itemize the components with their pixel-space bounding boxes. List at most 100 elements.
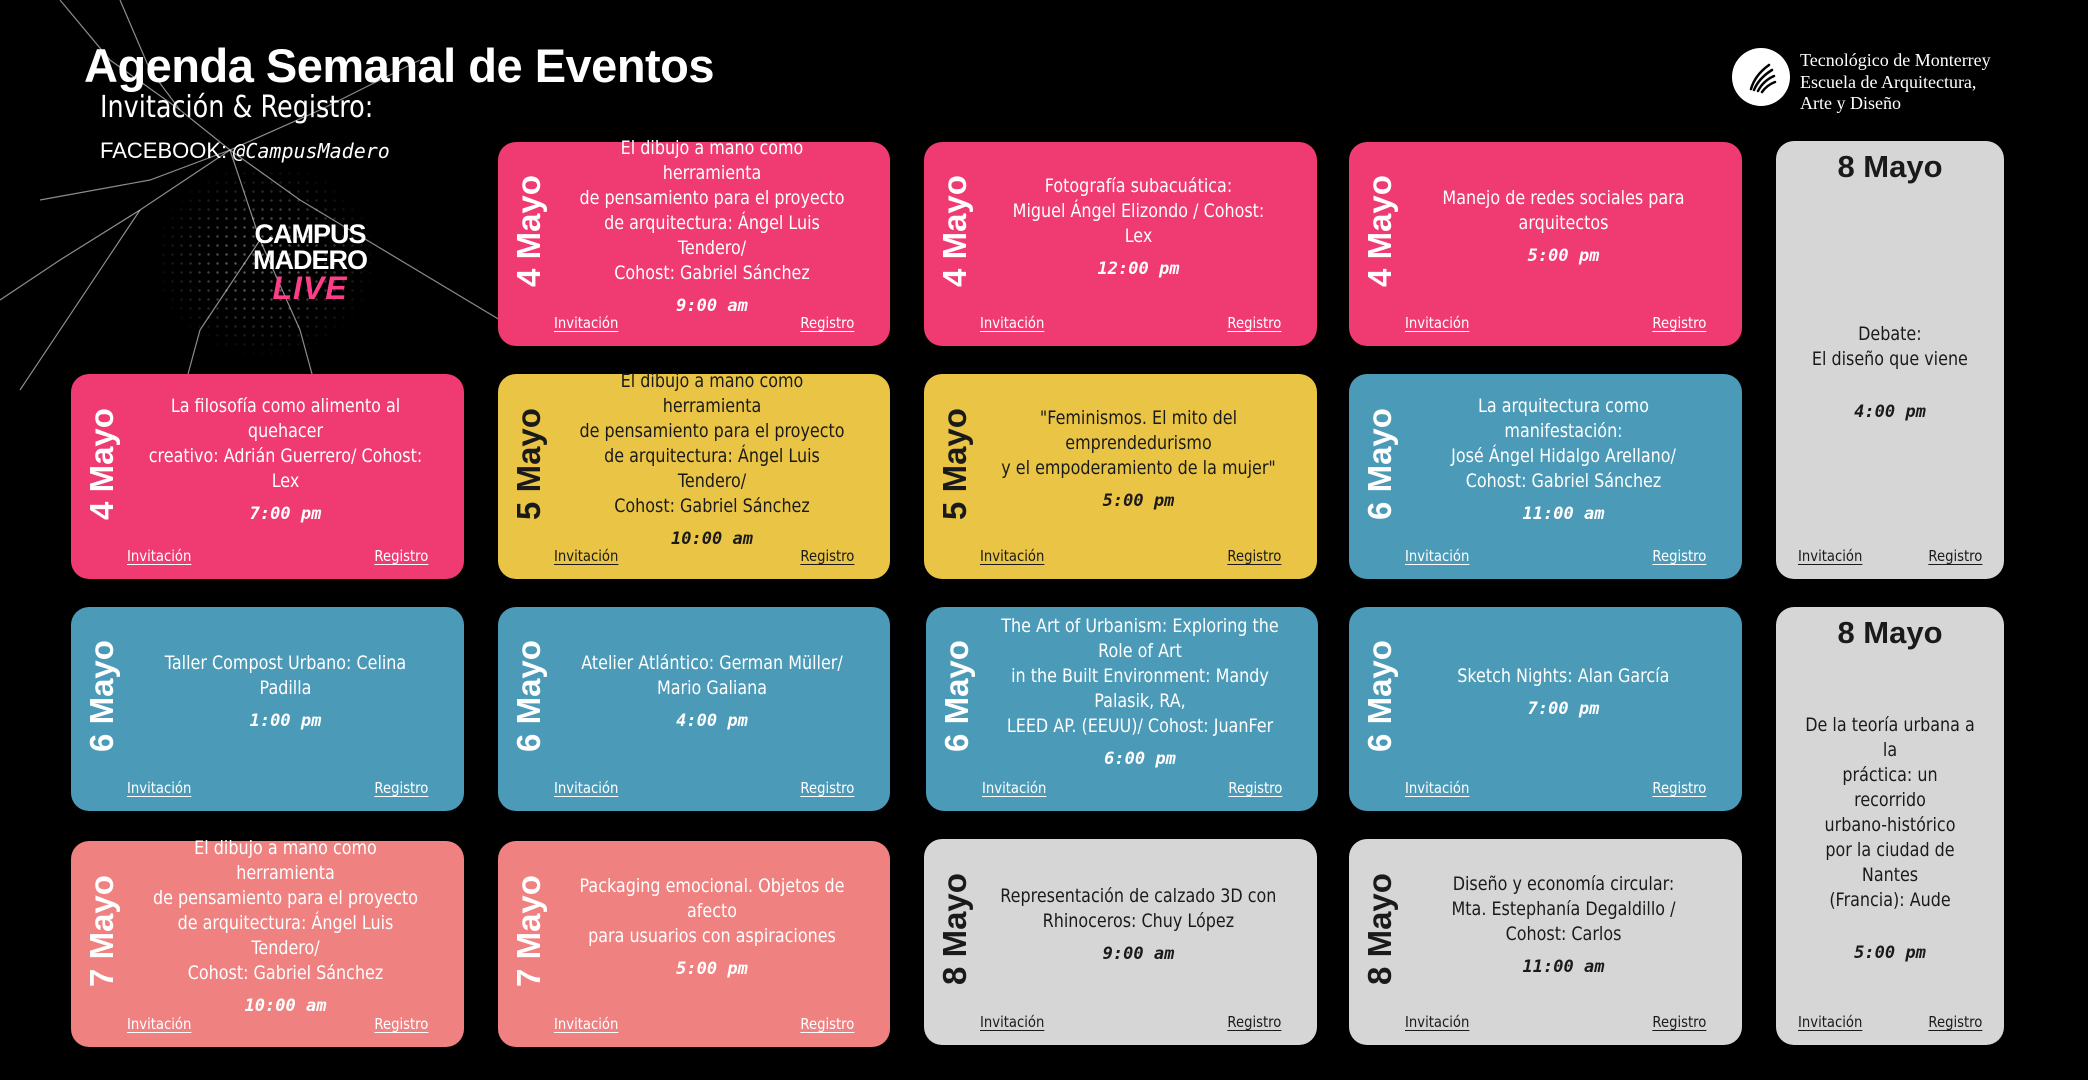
event-date: 8 Mayo	[1837, 615, 1943, 650]
event-date: 5 Mayo	[510, 407, 547, 520]
registro-link[interactable]: Registro	[1226, 547, 1281, 565]
event-card: 7 Mayo Packaging emocional. Objetos de a…	[498, 841, 890, 1047]
event-title: La arquitectura como manifestación: José…	[1451, 394, 1676, 492]
event-card: 8 Mayo Representación de calzado 3D con …	[924, 839, 1317, 1045]
registro-link[interactable]: Registro	[1651, 1013, 1706, 1031]
institution-line1: Tecnológico de Monterrey	[1800, 50, 1991, 70]
event-time: 12:00 pm	[1097, 258, 1180, 279]
invitacion-link[interactable]: Invitación	[1405, 1013, 1470, 1031]
event-time: 5:00 pm	[1102, 491, 1175, 511]
event-title: De la teoría urbana a la práctica: un re…	[1805, 714, 1975, 911]
registro-link[interactable]: Registro	[373, 547, 428, 565]
event-time: 11:00 am	[1522, 503, 1605, 524]
registro-link[interactable]: Registro	[799, 1015, 854, 1033]
registro-link[interactable]: Registro	[1226, 1013, 1281, 1031]
invitacion-link[interactable]: Invitación	[982, 779, 1047, 797]
event-date: 4 Mayo	[1361, 175, 1398, 287]
event-time: 4:00 pm	[1854, 402, 1926, 422]
registro-link[interactable]: Registro	[1927, 1013, 1982, 1031]
event-time: 7:00 pm	[249, 503, 322, 524]
event-title: Diseño y economía circular: Mta. Estepha…	[1451, 872, 1676, 945]
event-card: 6 Mayo Atelier Atlántico: German Müller/…	[498, 607, 890, 811]
invitacion-link[interactable]: Invitación	[554, 779, 619, 797]
invitacion-link[interactable]: Invitación	[1405, 314, 1470, 332]
invitacion-link[interactable]: Invitación	[980, 1013, 1045, 1031]
event-card: 8 Mayo De la teoría urbana a la práctica…	[1776, 607, 2004, 1045]
invitacion-link[interactable]: Invitación	[127, 779, 192, 797]
event-title: "Feminismos. El mito del emprendedurismo…	[1001, 407, 1276, 479]
invitacion-link[interactable]: Invitación	[980, 547, 1045, 565]
invitacion-link[interactable]: Invitación	[554, 1015, 619, 1033]
event-time: 4:00 pm	[676, 711, 748, 731]
event-title: Representación de calzado 3D con Rhinoce…	[1000, 885, 1277, 932]
event-time: 9:00 am	[676, 296, 748, 316]
event-time: 6:00 pm	[1104, 748, 1176, 769]
event-title: Debate: El diseño que viene	[1811, 323, 1969, 370]
event-title: The Art of Urbanism: Exploring the Role …	[1001, 614, 1279, 737]
event-title: El dibujo a mano como herramienta de pen…	[579, 369, 845, 517]
registro-link[interactable]: Registro	[799, 779, 854, 797]
event-time: 7:00 pm	[1527, 698, 1600, 719]
tec-monterrey-logo-icon	[1732, 48, 1790, 106]
page-subtitle: Invitación & Registro:	[100, 90, 374, 125]
facebook-line: FACEBOOK: @CampusMadero	[100, 138, 390, 164]
event-title: El dibujo a mano como herramienta de pen…	[152, 837, 419, 984]
institution-line3: Arte y Diseño	[1800, 93, 1901, 114]
event-date: 8 Mayo	[1361, 873, 1398, 985]
campus-logo-line1: CAMPUS	[254, 219, 366, 249]
event-title: Taller Compost Urbano: Celina Padilla	[164, 652, 407, 699]
registro-link[interactable]: Registro	[799, 547, 854, 565]
invitacion-link[interactable]: Invitación	[1405, 547, 1470, 565]
event-date: 6 Mayo	[938, 640, 975, 752]
registro-link[interactable]: Registro	[1227, 779, 1282, 797]
invitacion-link[interactable]: Invitación	[1405, 779, 1470, 797]
invitacion-link[interactable]: Invitación	[1798, 547, 1863, 565]
registro-link[interactable]: Registro	[373, 1015, 428, 1033]
event-date: 8 Mayo	[1837, 149, 1943, 184]
event-time: 10:00 am	[671, 528, 753, 549]
registro-link[interactable]: Registro	[1651, 547, 1706, 565]
registro-link[interactable]: Registro	[1651, 779, 1706, 797]
registro-link[interactable]: Registro	[373, 779, 428, 797]
invitacion-link[interactable]: Invitación	[554, 547, 619, 565]
event-time: 9:00 am	[1102, 944, 1175, 964]
event-date: 6 Mayo	[510, 640, 547, 752]
event-card: 4 Mayo Manejo de redes sociales para arq…	[1349, 142, 1742, 346]
event-title: El dibujo a mano como herramienta de pen…	[579, 137, 845, 284]
event-card: 6 Mayo La arquitectura como manifestació…	[1349, 374, 1742, 579]
event-time: 11:00 am	[1522, 956, 1605, 977]
registro-link[interactable]: Registro	[1927, 547, 1982, 565]
event-time: 10:00 am	[244, 996, 327, 1016]
event-card: 8 Mayo Diseño y economía circular: Mta. …	[1349, 839, 1742, 1045]
event-title: Sketch Nights: Alan García	[1457, 664, 1670, 687]
event-date: 7 Mayo	[83, 875, 120, 987]
registro-link[interactable]: Registro	[1226, 314, 1281, 332]
institution-name: Tecnológico de Monterrey Escuela de Arqu…	[1800, 50, 1991, 115]
event-card: 6 Mayo The Art of Urbanism: Exploring th…	[926, 607, 1318, 811]
event-title: Fotografía subacuática: Miguel Ángel Eli…	[1012, 174, 1265, 247]
event-date: 5 Mayo	[936, 407, 973, 520]
event-time: 5:00 pm	[1854, 943, 1926, 963]
event-date: 6 Mayo	[1361, 640, 1398, 752]
facebook-label: FACEBOOK:	[100, 138, 228, 163]
invitacion-link[interactable]: Invitación	[980, 314, 1045, 332]
event-date: 6 Mayo	[83, 640, 120, 752]
event-card: 6 Mayo Sketch Nights: Alan García 7:00 pm…	[1349, 607, 1742, 811]
invitacion-link[interactable]: Invitación	[127, 547, 192, 565]
event-time: 5:00 pm	[1527, 246, 1600, 266]
invitacion-link[interactable]: Invitación	[554, 314, 619, 332]
campus-madero-live-logo: CAMPUS MADERO LIVE	[250, 219, 370, 305]
invitacion-link[interactable]: Invitación	[127, 1015, 192, 1033]
registro-link[interactable]: Registro	[799, 314, 854, 332]
invitacion-link[interactable]: Invitación	[1798, 1013, 1863, 1031]
event-time: 1:00 pm	[249, 711, 322, 731]
registro-link[interactable]: Registro	[1651, 314, 1706, 332]
event-card: 4 Mayo El dibujo a mano como herramienta…	[498, 137, 890, 346]
event-title: La filosofía como alimento al quehacer c…	[148, 394, 423, 492]
event-date: 6 Mayo	[1361, 407, 1398, 520]
event-card: 4 Mayo Fotografía subacuática: Miguel Án…	[924, 142, 1317, 346]
event-card: 4 Mayo La filosofía como alimento al que…	[71, 374, 464, 579]
campus-logo-line2: MADERO	[253, 244, 368, 275]
institution-line2: Escuela de Arquitectura,	[1800, 71, 1977, 92]
event-date: 4 Mayo	[936, 175, 973, 287]
